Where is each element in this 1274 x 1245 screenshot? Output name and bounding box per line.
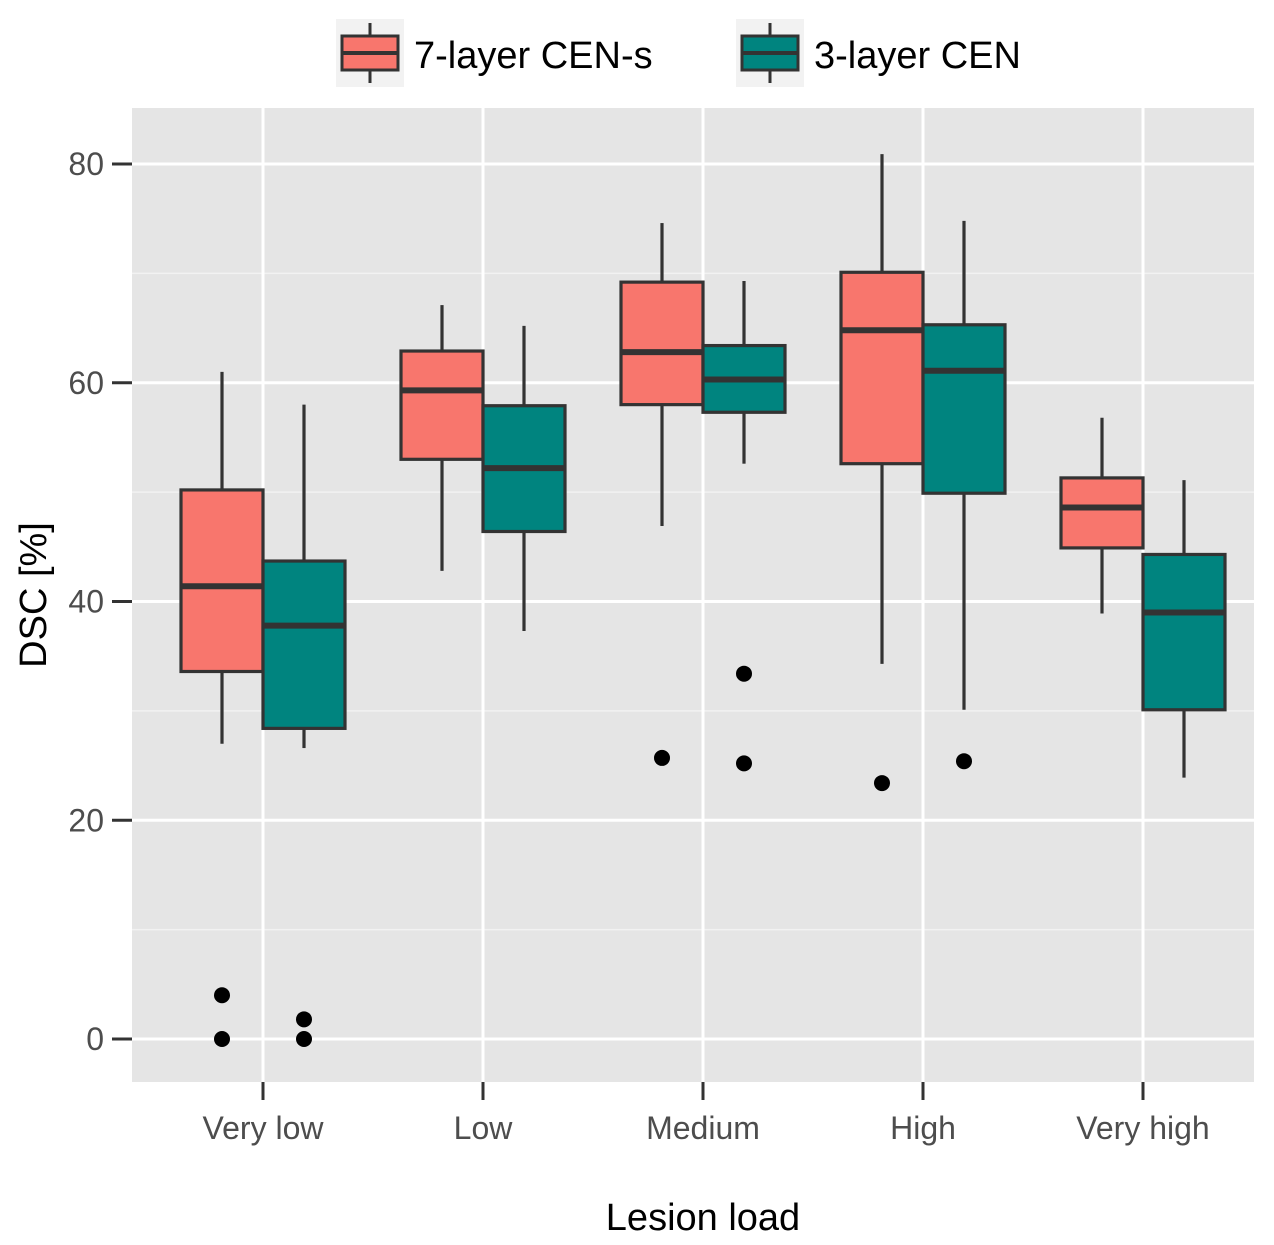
x-tick-label: Low [454,1110,514,1146]
box-0-2 [619,223,705,766]
legend-item-1: 3-layer CEN [736,19,1021,87]
outlier-point [736,665,752,682]
y-tick-label: 80 [68,146,104,182]
outlier-point [736,755,752,772]
boxes [179,154,1227,1047]
box-body [1141,552,1227,712]
box-0-0 [179,371,265,1047]
box-1-3 [921,220,1007,770]
y-axis: 0 20 40 60 80 [68,146,132,1057]
outlier-point [214,1031,230,1047]
box-body [261,559,347,730]
x-tick-label: Medium [646,1110,760,1146]
outlier-point [654,749,670,766]
x-tick-label: Very low [203,1110,325,1146]
x-tick-label: Very high [1076,1110,1209,1146]
y-tick-label: 0 [86,1021,104,1057]
box-1-4 [1141,480,1227,778]
box-1-0 [261,404,347,1047]
box-body [839,270,925,466]
legend-label: 7-layer CEN-s [414,35,653,77]
major-gridlines [132,108,1254,1082]
legend-item-0: 7-layer CEN-s [336,19,653,87]
box-body [1059,476,1145,550]
x-axis: Very low Low Medium High Very high [203,1082,1210,1146]
box-1-1 [481,325,567,632]
legend-label: 3-layer CEN [814,35,1021,77]
outlier-point [874,775,890,792]
box-body [399,349,485,461]
box-1-2 [701,281,787,772]
x-tick-label: High [890,1110,956,1146]
box-0-4 [1059,417,1145,614]
outlier-point [214,987,230,1004]
box-body [179,488,265,674]
y-tick-label: 40 [68,584,104,620]
y-tick-label: 20 [68,802,104,838]
y-axis-title: DSC [%] [13,522,55,668]
box-body [921,323,1007,495]
outlier-point [296,1031,312,1047]
x-axis-title: Lesion load [606,1197,800,1239]
box-body [619,280,705,407]
outlier-point [296,1011,312,1028]
outlier-point [956,753,972,770]
legend: 7-layer CEN-s 3-layer CEN [336,19,1021,87]
box-0-1 [399,305,485,571]
y-tick-label: 60 [68,365,104,401]
